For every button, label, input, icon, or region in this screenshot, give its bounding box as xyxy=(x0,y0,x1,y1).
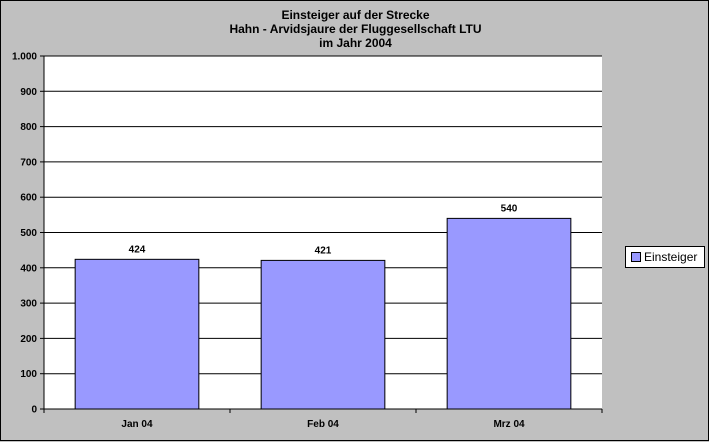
bar xyxy=(260,259,386,410)
bar xyxy=(74,258,200,410)
y-tick-label: 1.000 xyxy=(12,52,37,63)
y-tick-label: 400 xyxy=(20,263,37,274)
data-label: 540 xyxy=(501,203,518,214)
data-label: 421 xyxy=(315,245,332,256)
y-tick-label: 0 xyxy=(31,405,37,416)
y-tick-label: 200 xyxy=(20,334,37,345)
bar xyxy=(446,217,572,410)
legend-swatch xyxy=(631,252,641,262)
y-tick-label: 900 xyxy=(20,87,37,98)
y-tick-label: 500 xyxy=(20,228,37,239)
legend-label: Einsteiger xyxy=(644,250,698,264)
x-tick-label: Mrz 04 xyxy=(493,419,525,430)
chart-title-line-2: Hahn - Arvidsjaure der Fluggesellschaft … xyxy=(229,22,482,36)
y-tick-label: 700 xyxy=(20,157,37,168)
y-tick-label: 100 xyxy=(20,369,37,380)
y-tick-label: 800 xyxy=(20,122,37,133)
chart-title-line-3: im Jahr 2004 xyxy=(319,36,392,50)
chart-title-line-1: Einsteiger auf der Strecke xyxy=(281,8,430,22)
x-tick-label: Feb 04 xyxy=(307,419,339,430)
y-tick-label: 600 xyxy=(20,193,37,204)
y-tick-label: 300 xyxy=(20,299,37,310)
data-label: 424 xyxy=(129,244,146,255)
legend: Einsteiger xyxy=(625,246,705,268)
x-tick-label: Jan 04 xyxy=(121,419,153,430)
